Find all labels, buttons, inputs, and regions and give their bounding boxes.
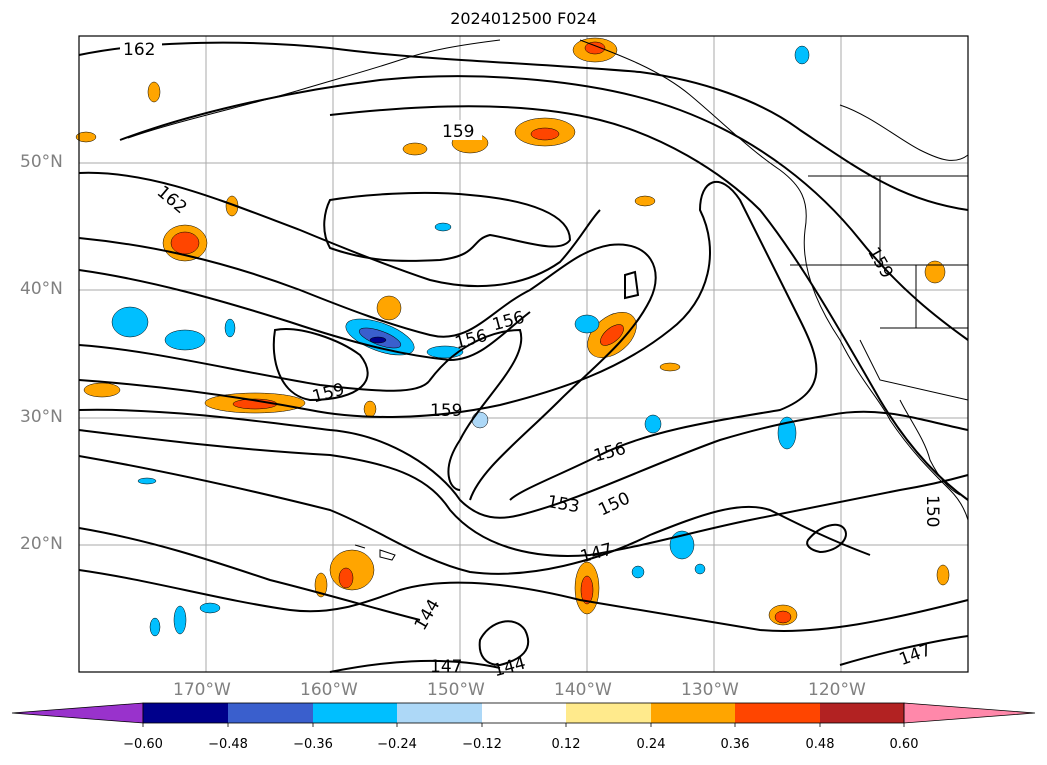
coastlines: [127, 39, 969, 561]
contour-label: 147: [897, 640, 934, 670]
colorbar-segment: [566, 703, 651, 723]
colorbar-segment: [313, 703, 397, 723]
colorbar-tick-label: −0.12: [462, 737, 502, 752]
gridlines: [79, 36, 968, 672]
contour-label: 150: [595, 489, 633, 521]
height-contours: [78, 41, 969, 673]
contour-label: 156: [592, 439, 629, 467]
colorbar-tick-label: 0.36: [720, 737, 750, 752]
colorbar-segment: [735, 703, 820, 723]
lat-label: 30°N: [20, 407, 63, 427]
colorbar-tick-label: 0.48: [805, 737, 835, 752]
contour-label: 147: [430, 657, 462, 677]
colorbar-segment: [228, 703, 313, 723]
colorbar-tick-label: −0.60: [123, 737, 163, 752]
map-title: 2024012500 F024: [450, 9, 597, 28]
colorbar: [11, 702, 1036, 727]
lon-label: 160°W: [300, 680, 358, 700]
colorbar-segment: [820, 703, 904, 723]
colorbar-segment: [397, 703, 482, 723]
lon-label: 140°W: [554, 680, 612, 700]
lat-label: 50°N: [20, 152, 63, 172]
colorbar-tick-label: −0.48: [208, 737, 248, 752]
colorbar-tick-label: −0.36: [293, 737, 333, 752]
contour-label: 147: [578, 540, 615, 568]
colorbar-segment: [482, 703, 566, 723]
lat-label: 40°N: [20, 279, 63, 299]
contour-label: 162: [123, 40, 155, 60]
contour-label: 153: [546, 492, 581, 517]
contour-label: 150: [922, 495, 942, 527]
colorbar-tick-label: 0.24: [636, 737, 666, 752]
lon-label: 120°W: [808, 680, 866, 700]
colorbar-tick-label: 0.12: [551, 737, 581, 752]
colorbar-extend-high: [903, 702, 1036, 724]
anomaly-fills: [75, 37, 950, 637]
colorbar-extend-low: [11, 702, 144, 724]
colorbar-segment: [651, 703, 735, 723]
colorbar-segment: [143, 703, 228, 723]
map-frame: [78, 35, 969, 673]
lon-label: 130°W: [681, 680, 739, 700]
lon-label: 170°W: [173, 680, 231, 700]
lon-label: 150°W: [427, 680, 485, 700]
contour-label: 144: [491, 653, 528, 681]
contour-label: 159: [430, 401, 462, 421]
colorbar-tick-label: 0.60: [889, 737, 919, 752]
colorbar-tick-label: −0.24: [377, 737, 417, 752]
contour-label: 162: [153, 182, 191, 218]
contour-label: 159: [442, 122, 474, 142]
lat-label: 20°N: [20, 534, 63, 554]
contour-label: 144: [411, 596, 445, 634]
